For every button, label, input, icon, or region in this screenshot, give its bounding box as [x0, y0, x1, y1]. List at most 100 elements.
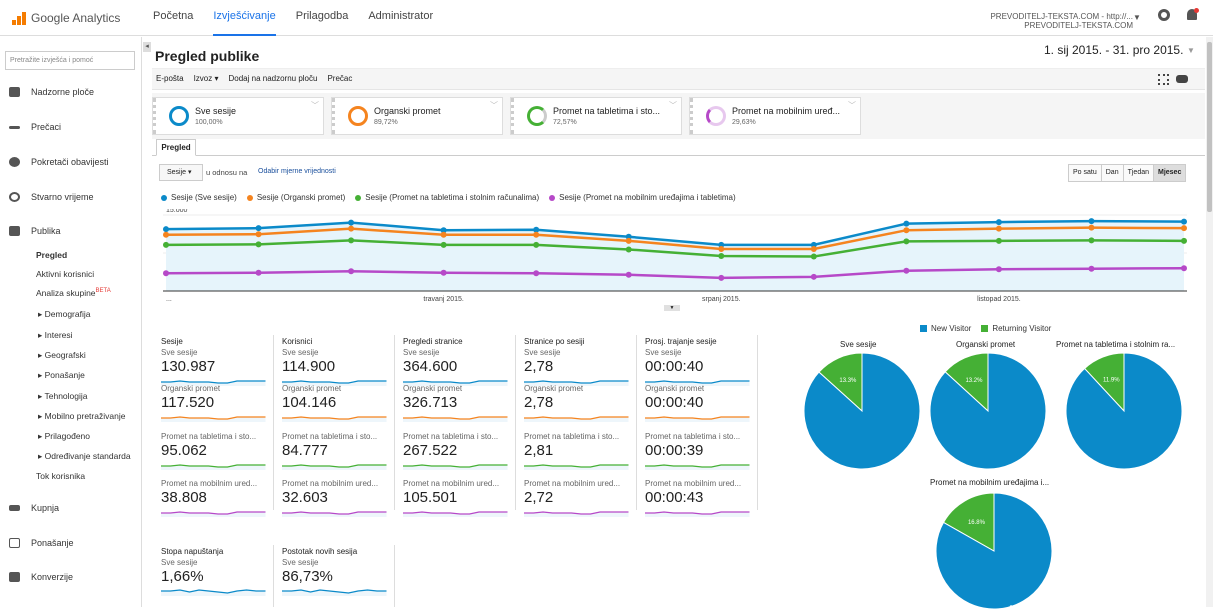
data-point[interactable] [718, 245, 725, 252]
chevron-down-icon[interactable]: ﹀ [490, 101, 498, 110]
data-point[interactable] [255, 225, 262, 232]
search-input[interactable]: Pretražite izvješća i pomoć [5, 51, 135, 70]
export-button[interactable]: Izvoz ▾ [193, 74, 219, 83]
kpi-cell[interactable]: Organski promet 326.713 [403, 382, 517, 426]
data-point[interactable] [1181, 225, 1187, 232]
email-button[interactable]: E-pošta [156, 74, 184, 83]
segment-card[interactable]: Sve sesije 100,00% ﹀ [152, 97, 324, 135]
sidebar-sub-geo[interactable]: ▸ Geografski [38, 350, 86, 360]
period-hourly[interactable]: Po satu [1069, 165, 1102, 181]
data-point[interactable] [1181, 218, 1187, 225]
tab-pregled[interactable]: Pregled [156, 139, 196, 156]
data-point[interactable] [810, 245, 817, 252]
data-point[interactable] [903, 227, 910, 234]
sidebar-item-dashboards[interactable]: Nadzorne ploče [0, 83, 142, 101]
date-range-picker[interactable]: 1. sij 2015. - 31. pro 2015. [1044, 43, 1184, 57]
sidebar-collapse-icon[interactable]: ◂ [143, 42, 151, 52]
data-point[interactable] [533, 231, 540, 238]
data-point[interactable] [903, 238, 910, 245]
sidebar-sub-active-users[interactable]: Aktivni korisnici [36, 269, 95, 279]
sidebar-item-realtime[interactable]: Stvarno vrijeme [0, 188, 142, 206]
kpi-cell[interactable]: Stranice po sesiji Sve sesije 2,78 [524, 337, 638, 386]
kpi-cell[interactable]: Promet na mobilnim ured... 32.603 [282, 477, 396, 521]
data-point[interactable] [995, 266, 1002, 273]
data-point[interactable] [440, 231, 447, 238]
data-point[interactable] [533, 226, 540, 233]
kpi-cell[interactable]: Promet na mobilnim ured... 2,72 [524, 477, 638, 521]
kpi-cell[interactable]: Organski promet 2,78 [524, 382, 638, 426]
data-point[interactable] [1088, 224, 1095, 231]
add-to-dashboard-button[interactable]: Dodaj na nadzornu ploču [228, 74, 318, 83]
account-selector[interactable]: PREVODITELJ-TEKSTA.COM - http://... PREV… [990, 12, 1133, 30]
kpi-cell[interactable]: Korisnici Sve sesije 114.900 [282, 337, 396, 386]
data-point[interactable] [995, 237, 1002, 244]
data-point[interactable] [810, 273, 817, 280]
data-point[interactable] [255, 231, 262, 238]
sidebar-sub-interests[interactable]: ▸ Interesi [38, 330, 73, 340]
data-point[interactable] [718, 274, 725, 281]
sidebar-sub-behavior[interactable]: ▸ Ponašanje [38, 370, 85, 380]
kpi-cell[interactable]: Promet na mobilnim ured... 105.501 [403, 477, 517, 521]
pie-slice[interactable] [803, 352, 921, 470]
data-point[interactable] [903, 267, 910, 274]
data-point[interactable] [533, 241, 540, 248]
data-point[interactable] [348, 268, 355, 275]
scrollbar-thumb[interactable] [1207, 42, 1212, 212]
chevron-down-icon[interactable]: ﹀ [669, 101, 677, 110]
data-point[interactable] [718, 253, 725, 260]
data-point[interactable] [348, 237, 355, 244]
shortcut-button[interactable]: Prečac [327, 74, 353, 83]
kpi-cell[interactable]: Stopa napuštanja Sve sesije 1,66% [161, 547, 275, 596]
data-point[interactable] [163, 270, 169, 277]
pie-slice[interactable] [942, 492, 995, 552]
account-caret-icon[interactable]: ▼ [1133, 13, 1141, 22]
choose-metric-link[interactable]: Odabir mjerne vrijednosti [258, 168, 336, 175]
kpi-cell[interactable]: Promet na tabletima i sto... 95.062 [161, 430, 275, 474]
sidebar-sub-overview[interactable]: Pregled [36, 250, 68, 260]
pie-slice[interactable] [929, 352, 1047, 470]
kpi-cell[interactable]: Sesije Sve sesije 130.987 [161, 337, 275, 386]
kpi-cell[interactable]: Pregledi stranice Sve sesije 364.600 [403, 337, 517, 386]
data-point[interactable] [1088, 218, 1095, 225]
legend-item[interactable]: Sesije (Sve sesije) [161, 193, 237, 202]
scrollbar[interactable] [1206, 37, 1213, 607]
sidebar-sub-demographics[interactable]: ▸ Demografija [38, 309, 91, 319]
kpi-cell[interactable]: Organski promet 104.146 [282, 382, 396, 426]
sidebar-sub-mobile[interactable]: ▸ Mobilno pretraživanje [38, 411, 126, 421]
data-point[interactable] [163, 231, 169, 238]
qr-icon[interactable] [1158, 74, 1169, 85]
data-point[interactable] [625, 237, 632, 244]
data-point[interactable] [348, 225, 355, 232]
date-caret-icon[interactable]: ▼ [1187, 46, 1195, 55]
tab-administrator[interactable]: Administrator [368, 10, 434, 22]
data-point[interactable] [348, 219, 355, 226]
data-point[interactable] [995, 219, 1002, 226]
sidebar-sub-users-flow[interactable]: Tok korisnika [36, 471, 86, 481]
tab-pocetna[interactable]: Početna [153, 10, 194, 22]
sidebar-sub-custom[interactable]: ▸ Prilagođeno [38, 431, 91, 441]
kpi-cell[interactable]: Promet na mobilnim ured... 00:00:43 [645, 477, 759, 521]
sidebar-item-audience[interactable]: Publika [0, 222, 142, 240]
data-point[interactable] [1181, 237, 1187, 244]
metric-selector[interactable]: Sesije ▾ [159, 164, 203, 181]
data-point[interactable] [533, 270, 540, 277]
sidebar-item-behavior[interactable]: Ponašanje [0, 534, 142, 552]
data-point[interactable] [1088, 265, 1095, 272]
kpi-cell[interactable]: Organski promet 00:00:40 [645, 382, 759, 426]
segment-card[interactable]: Promet na tabletima i sto... 72,57% ﹀ [510, 97, 682, 135]
chevron-down-icon[interactable]: ﹀ [848, 101, 856, 110]
legend-item[interactable]: Sesije (Promet na tabletima i stolnim ra… [355, 193, 539, 202]
pie-slice[interactable] [1065, 352, 1183, 470]
kpi-cell[interactable]: Organski promet 117.520 [161, 382, 275, 426]
kpi-cell[interactable]: Prosj. trajanje sesije Sve sesije 00:00:40 [645, 337, 759, 386]
sidebar-item-conversions[interactable]: Konverzije [0, 568, 142, 586]
sidebar-item-alerts[interactable]: Pokretači obavijesti [0, 153, 142, 171]
data-point[interactable] [255, 241, 262, 248]
data-point[interactable] [625, 271, 632, 278]
google-analytics-logo[interactable]: Google Analytics [12, 11, 120, 25]
data-point[interactable] [163, 241, 169, 248]
segment-card[interactable]: Promet na mobilnim uređ... 29,63% ﹀ [689, 97, 861, 135]
kpi-cell[interactable]: Promet na tabletima i sto... 267.522 [403, 430, 517, 474]
data-point[interactable] [440, 241, 447, 248]
kpi-cell[interactable]: Postotak novih sesija Sve sesije 86,73% [282, 547, 396, 596]
